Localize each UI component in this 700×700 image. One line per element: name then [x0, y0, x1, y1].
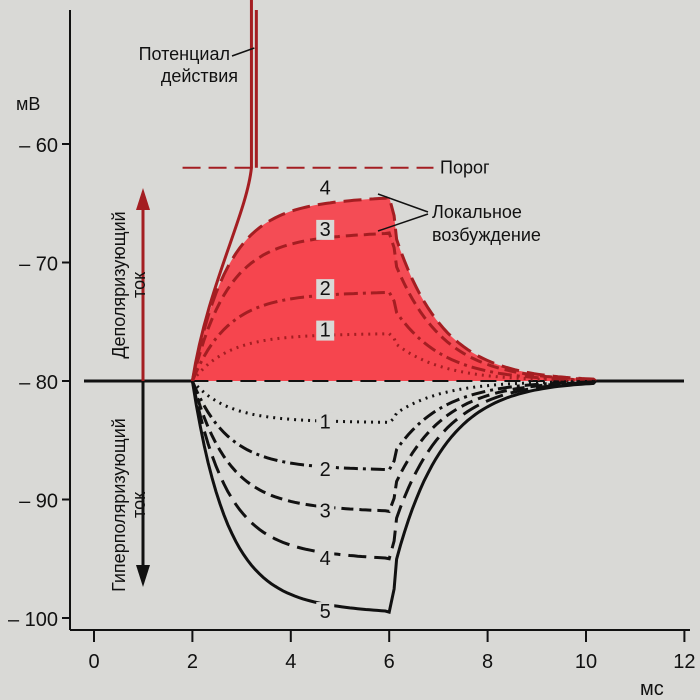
- series-label-bg: [316, 412, 335, 433]
- action-potential-label-line1: Потенциал: [139, 44, 230, 64]
- series-label-depolarizing-4: 4: [320, 177, 331, 199]
- hyperpolarizing-current-label-line2: ток: [129, 492, 149, 518]
- hyperpolarizing-current-label: Гиперполяризующий ток: [109, 418, 149, 592]
- series-label-bg: [316, 459, 335, 480]
- series-line-depolarizing-3: [190, 231, 597, 383]
- hyperpolarizing-current-label-line1: Гиперполяризующий: [109, 418, 129, 592]
- x-tick-label: 10: [575, 651, 597, 673]
- local-excitation-label-line2: возбуждение: [432, 225, 541, 245]
- series-line-hyperpolarizing-5: [190, 379, 597, 614]
- series-label-depolarizing-2: 2: [320, 278, 331, 300]
- action-potential-line: [190, 0, 253, 382]
- local-excitation-pointer-1: [377, 193, 429, 213]
- series-line-depolarizing-2: [191, 290, 597, 383]
- x-tick-label: 2: [187, 651, 198, 673]
- x-tick-label: 8: [482, 651, 493, 673]
- x-tick-label: 4: [285, 651, 296, 673]
- series-label-depolarizing-3: 3: [320, 219, 331, 241]
- y-tick-label: – 90: [19, 491, 58, 513]
- depolarizing-current-label-line1: Деполяризующий: [109, 211, 129, 358]
- series-label-bg: [316, 501, 335, 522]
- y-tick-label: – 60: [19, 135, 58, 157]
- x-axis-label: мс: [640, 678, 664, 700]
- series-label-hyperpolarizing-5: 5: [320, 601, 331, 623]
- series-label-bg: [316, 219, 335, 240]
- series-label-hyperpolarizing-2: 2: [320, 459, 331, 481]
- depolarizing-current-label-line2: ток: [129, 272, 149, 298]
- series-label-bg: [316, 548, 335, 569]
- local-excitation-pointer-2: [377, 213, 429, 232]
- series-line-hyperpolarizing-1: [191, 379, 597, 425]
- depolarizing-arrowhead: [136, 188, 150, 210]
- threshold-label: Порог: [440, 158, 490, 178]
- series-label-depolarizing-1: 1: [320, 320, 331, 342]
- series-line-hyperpolarizing-2: [191, 379, 597, 472]
- x-tick-label: 0: [88, 651, 99, 673]
- series-line-hyperpolarizing-4: [190, 379, 597, 561]
- x-tick-label: 6: [384, 651, 395, 673]
- y-tick-label: – 80: [19, 372, 58, 394]
- depolarizing-current-label: Деполяризующий ток: [109, 211, 149, 358]
- hyperpolarizing-arrowhead: [136, 565, 150, 587]
- series-label-hyperpolarizing-4: 4: [320, 548, 331, 570]
- series-label-hyperpolarizing-1: 1: [320, 411, 331, 433]
- series-label-hyperpolarizing-3: 3: [320, 500, 331, 522]
- y-tick-label: – 70: [19, 254, 58, 276]
- series-line-depolarizing-4: [190, 195, 597, 383]
- series-label-bg: [316, 178, 335, 199]
- x-tick-label: 12: [673, 651, 695, 673]
- action-potential-label-line2: действия: [161, 66, 238, 86]
- series-line-hyperpolarizing-3: [190, 379, 597, 514]
- series-label-bg: [316, 279, 335, 300]
- curves: [84, 0, 684, 614]
- y-tick-label: – 100: [8, 609, 58, 631]
- series-label-bg: [316, 602, 335, 623]
- series-label-bg: [316, 320, 335, 341]
- action-potential-pointer: [231, 47, 255, 57]
- y-axis-label: мВ: [16, 94, 40, 114]
- local-excitation-label-line1: Локальное: [432, 202, 522, 222]
